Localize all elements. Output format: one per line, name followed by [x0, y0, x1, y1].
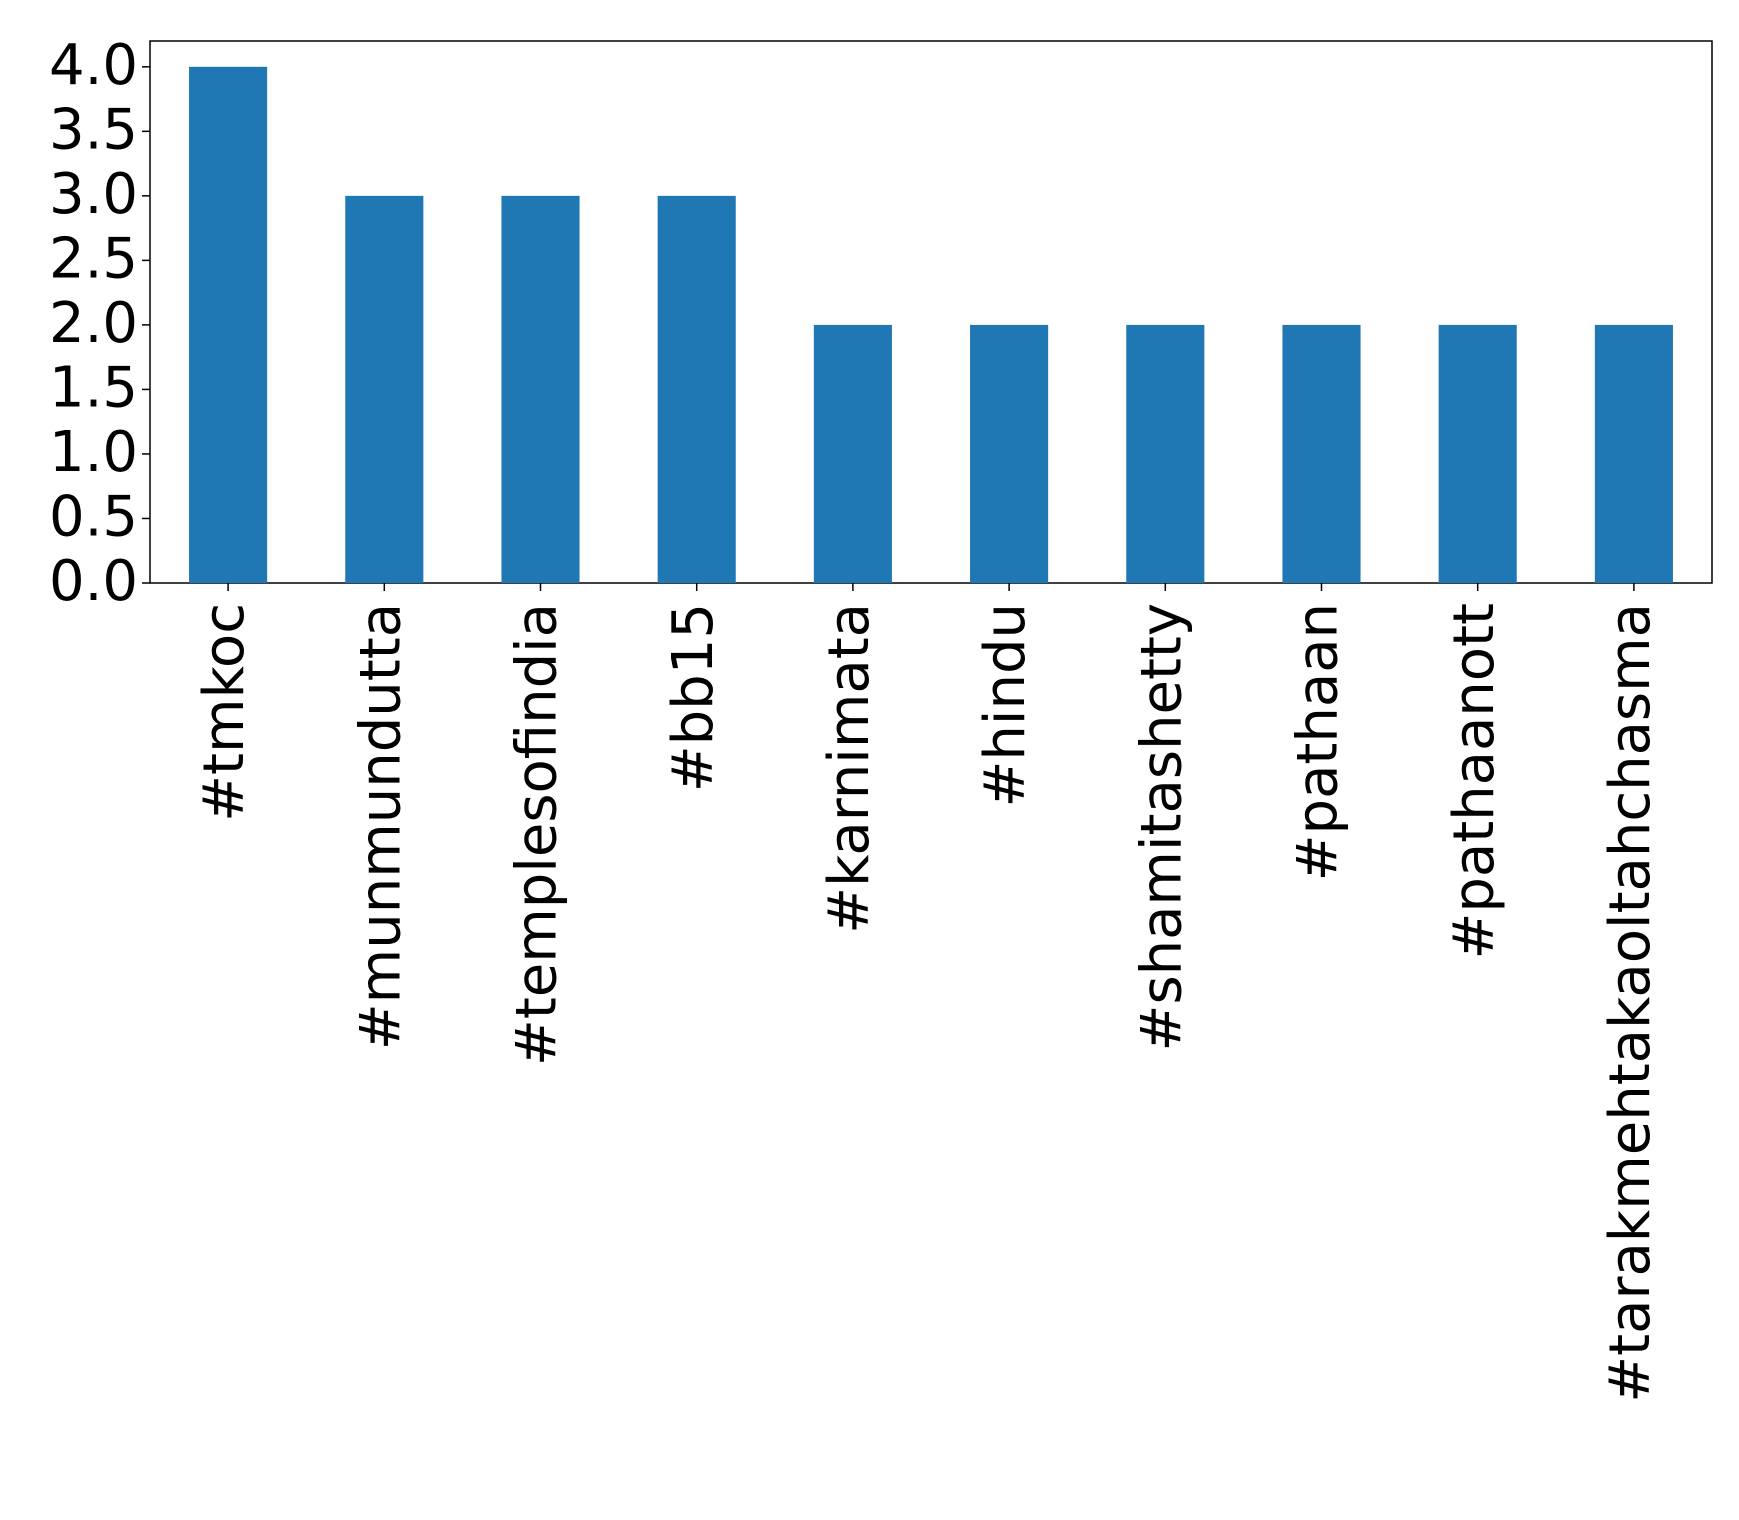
- x-tick-label: #tarakmehtakaoltahchasma: [1598, 603, 1663, 1403]
- y-tick-label: 3.5: [49, 97, 138, 162]
- x-tick-label: #karnimata: [817, 603, 882, 934]
- x-tick-label: #bb15: [661, 603, 726, 792]
- y-tick-label: 1.0: [49, 420, 138, 485]
- y-tick-label: 1.5: [49, 356, 138, 421]
- bar: [657, 195, 736, 583]
- bar: [501, 195, 580, 583]
- y-tick-label: 2.0: [49, 291, 138, 356]
- bar: [1594, 324, 1673, 583]
- x-tick-label: #shamitashetty: [1129, 603, 1194, 1051]
- bar: [1282, 324, 1361, 583]
- x-tick-label: #munmundutta: [348, 603, 413, 1050]
- bar: [813, 324, 892, 583]
- x-tick-label: #tmkoc: [192, 603, 257, 822]
- bar: [345, 195, 424, 583]
- x-tick-label: #hindu: [973, 603, 1038, 808]
- bar: [1438, 324, 1517, 583]
- y-tick-label: 3.0: [49, 162, 138, 227]
- y-tick-label: 4.0: [49, 33, 138, 98]
- plot-frame: [149, 40, 1713, 584]
- bar: [1126, 324, 1205, 583]
- y-tick-label: 0.5: [49, 485, 138, 550]
- x-tick-label: #pathaan: [1286, 603, 1351, 881]
- bar: [189, 66, 268, 584]
- x-tick-label: #templesofindia: [505, 603, 570, 1066]
- y-tick-label: 2.5: [49, 227, 138, 292]
- x-tick-label: #pathaanott: [1442, 603, 1507, 960]
- y-tick-label: 0.0: [49, 549, 138, 614]
- bar: [970, 324, 1049, 583]
